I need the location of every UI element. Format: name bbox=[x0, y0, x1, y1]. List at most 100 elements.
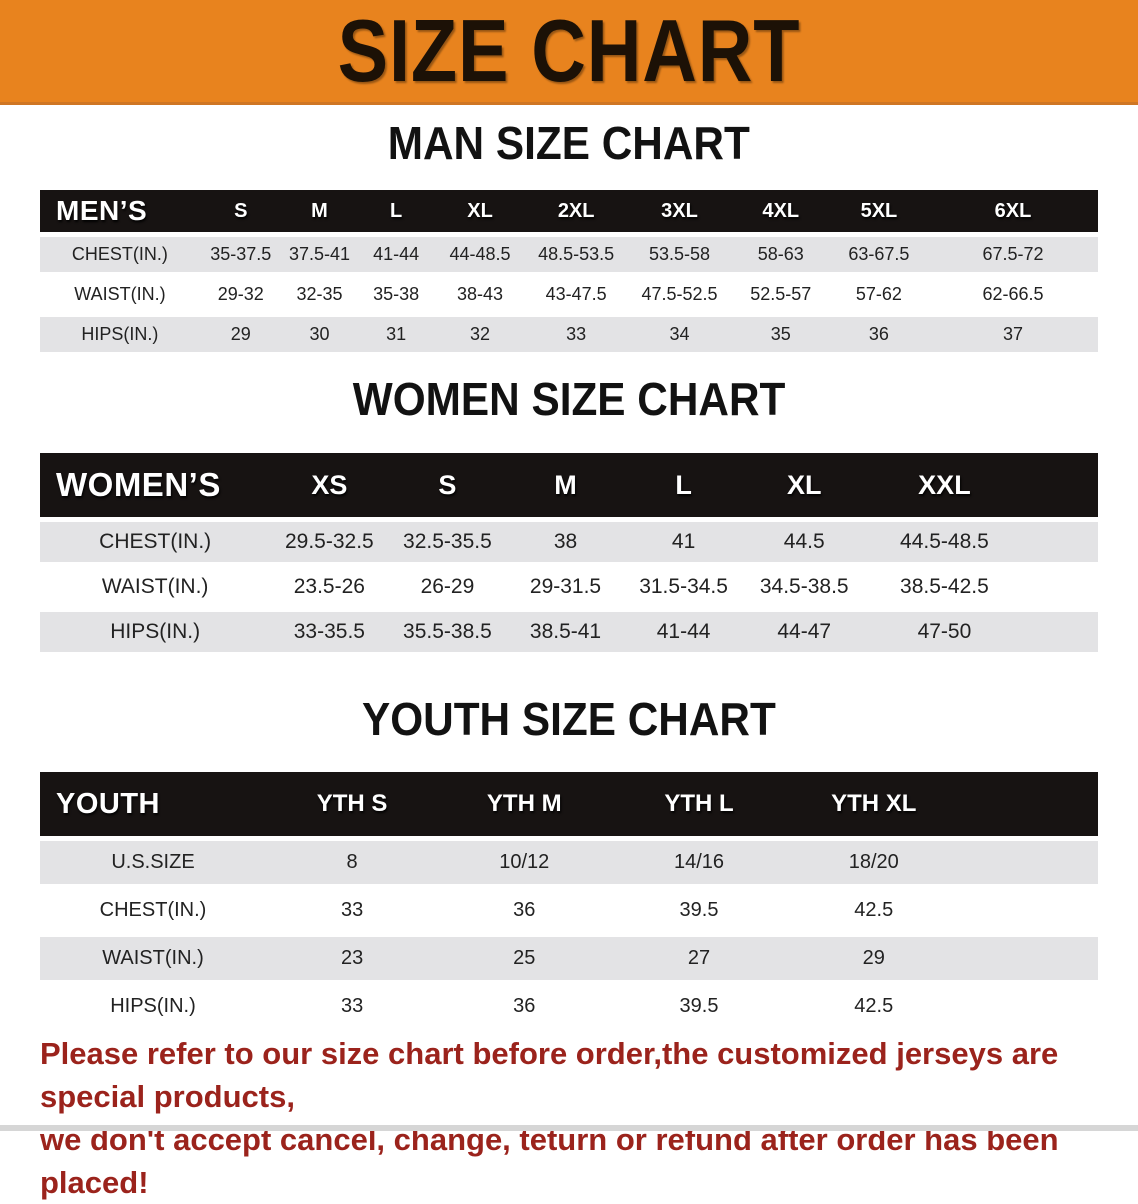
cell: 26-29 bbox=[388, 567, 507, 607]
cell: 42.5 bbox=[787, 889, 960, 932]
banner-title: SIZE CHART bbox=[337, 1, 801, 100]
table-row: CHEST(IN.) 33 36 39.5 42.5 bbox=[40, 889, 1098, 932]
row-label: CHEST(IN.) bbox=[40, 889, 266, 932]
cell: 35 bbox=[731, 317, 830, 352]
column-header: S bbox=[388, 453, 507, 517]
cell: 38.5-41 bbox=[506, 612, 625, 652]
cell: 44-48.5 bbox=[435, 237, 526, 272]
cell: 39.5 bbox=[610, 889, 788, 932]
cell: 58-63 bbox=[731, 237, 830, 272]
cell: 47.5-52.5 bbox=[627, 277, 732, 312]
cell: 27 bbox=[610, 937, 788, 980]
cell: 44-47 bbox=[742, 612, 866, 652]
cell: 32 bbox=[435, 317, 526, 352]
cell: 63-67.5 bbox=[829, 237, 929, 272]
column-header: S bbox=[199, 190, 282, 232]
column-header: YTH XL bbox=[787, 772, 960, 836]
column-header: M bbox=[506, 453, 625, 517]
table-row: U.S.SIZE 8 10/12 14/16 18/20 bbox=[40, 841, 1098, 884]
cell: 34 bbox=[627, 317, 732, 352]
table-row: CHEST(IN.) 35-37.5 37.5-41 41-44 44-48.5 48.5… bbox=[40, 237, 1098, 272]
cell: 31 bbox=[357, 317, 436, 352]
women-size-chart-title: WOMEN SIZE CHART bbox=[0, 372, 1138, 426]
cell: 38 bbox=[506, 522, 625, 562]
row-label: WAIST(IN.) bbox=[40, 567, 271, 607]
cell: 41-44 bbox=[624, 612, 743, 652]
cell: 34.5-38.5 bbox=[742, 567, 866, 607]
cell: 29-32 bbox=[199, 277, 282, 312]
cell: 33 bbox=[266, 889, 439, 932]
cell: 47-50 bbox=[865, 612, 1023, 652]
table-corner-label: MEN’S bbox=[40, 190, 200, 232]
cell: 10/12 bbox=[438, 841, 611, 884]
cell: 36 bbox=[438, 889, 611, 932]
cell: 14/16 bbox=[610, 841, 788, 884]
table-corner-label: YOUTH bbox=[40, 772, 266, 836]
row-label: HIPS(IN.) bbox=[40, 612, 271, 652]
cell: 35-38 bbox=[357, 277, 436, 312]
header-spacer bbox=[959, 772, 1098, 836]
cell: 36 bbox=[438, 985, 611, 1028]
cell: 33 bbox=[266, 985, 439, 1028]
column-header: 6XL bbox=[928, 190, 1098, 232]
table-row: WAIST(IN.) 23 25 27 29 bbox=[40, 937, 1098, 980]
header-row: YOUTH YTH S YTH M YTH L YTH XL bbox=[40, 772, 1098, 836]
table-row: WAIST(IN.) 23.5-26 26-29 29-31.5 31.5-34.5 34… bbox=[40, 567, 1098, 607]
column-header: XXL bbox=[865, 453, 1023, 517]
cell-spacer bbox=[959, 841, 1098, 884]
youth-size-chart-title: YOUTH SIZE CHART bbox=[0, 692, 1138, 746]
column-header: L bbox=[624, 453, 743, 517]
women-size-chart-title-text: WOMEN SIZE CHART bbox=[352, 373, 786, 425]
column-header: 2XL bbox=[525, 190, 628, 232]
table-row: HIPS(IN.) 29 30 31 32 33 34 35 36 37 bbox=[40, 317, 1098, 352]
cell: 33 bbox=[525, 317, 628, 352]
row-label: WAIST(IN.) bbox=[40, 937, 266, 980]
row-label: CHEST(IN.) bbox=[40, 522, 271, 562]
men-size-table: MEN’S S M L XL 2XL 3XL 4XL 5XL 6XL CHEST(IN.) 35-37… bbox=[40, 185, 1098, 357]
cell: 42.5 bbox=[787, 985, 960, 1028]
cell: 30 bbox=[281, 317, 358, 352]
disclaimer-line-1: Please refer to our size chart before or… bbox=[40, 1036, 1059, 1114]
cell: 8 bbox=[266, 841, 439, 884]
size-chart-banner: SIZE CHART bbox=[0, 0, 1138, 105]
cell: 18/20 bbox=[787, 841, 960, 884]
cell: 23.5-26 bbox=[270, 567, 389, 607]
bottom-divider bbox=[0, 1125, 1138, 1131]
cell-spacer bbox=[959, 937, 1098, 980]
column-header: XS bbox=[270, 453, 389, 517]
column-header: L bbox=[357, 190, 436, 232]
table-row: HIPS(IN.) 33 36 39.5 42.5 bbox=[40, 985, 1098, 1028]
header-row: WOMEN’S XS S M L XL XXL bbox=[40, 453, 1098, 517]
cell: 37 bbox=[928, 317, 1098, 352]
cell: 33-35.5 bbox=[270, 612, 389, 652]
table-row: WAIST(IN.) 29-32 32-35 35-38 38-43 43-47.5 47.… bbox=[40, 277, 1098, 312]
column-header: 4XL bbox=[731, 190, 830, 232]
row-label: HIPS(IN.) bbox=[40, 985, 266, 1028]
cell: 43-47.5 bbox=[525, 277, 628, 312]
cell: 38.5-42.5 bbox=[865, 567, 1023, 607]
cell: 48.5-53.5 bbox=[525, 237, 628, 272]
cell: 67.5-72 bbox=[928, 237, 1098, 272]
man-size-chart-title: MAN SIZE CHART bbox=[0, 116, 1138, 170]
column-header: 5XL bbox=[829, 190, 929, 232]
row-label: HIPS(IN.) bbox=[40, 317, 200, 352]
table-row: CHEST(IN.) 29.5-32.5 32.5-35.5 38 41 44.5 44.5… bbox=[40, 522, 1098, 562]
cell: 39.5 bbox=[610, 985, 788, 1028]
youth-size-table: YOUTH YTH S YTH M YTH L YTH XL U.S.SIZE 8 10/12… bbox=[40, 767, 1098, 1033]
column-header: YTH S bbox=[266, 772, 439, 836]
header-spacer bbox=[1023, 453, 1098, 517]
cell: 29-31.5 bbox=[506, 567, 625, 607]
cell: 32.5-35.5 bbox=[388, 522, 507, 562]
table-corner-label: WOMEN’S bbox=[40, 453, 271, 517]
column-header: YTH L bbox=[610, 772, 788, 836]
cell: 38-43 bbox=[435, 277, 526, 312]
cell: 62-66.5 bbox=[928, 277, 1098, 312]
disclaimer: Please refer to our size chart before or… bbox=[40, 1032, 1110, 1204]
man-size-chart-title-text: MAN SIZE CHART bbox=[387, 117, 751, 169]
cell: 35-37.5 bbox=[199, 237, 282, 272]
cell: 35.5-38.5 bbox=[388, 612, 507, 652]
column-header: 3XL bbox=[627, 190, 732, 232]
row-label: CHEST(IN.) bbox=[40, 237, 200, 272]
cell: 31.5-34.5 bbox=[624, 567, 743, 607]
cell: 25 bbox=[438, 937, 611, 980]
